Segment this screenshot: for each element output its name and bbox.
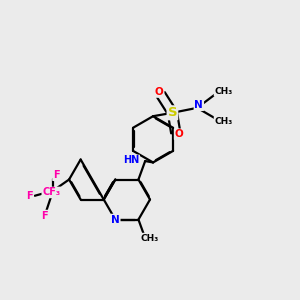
Text: CF₃: CF₃ [42, 188, 60, 197]
Text: CH₃: CH₃ [141, 233, 159, 242]
Text: CH₃: CH₃ [214, 117, 233, 126]
Text: F: F [41, 211, 48, 220]
Text: N: N [111, 214, 120, 225]
Text: O: O [175, 129, 183, 139]
Text: CH₃: CH₃ [214, 87, 233, 96]
Text: HN: HN [123, 155, 139, 165]
Text: O: O [155, 87, 164, 97]
Text: F: F [27, 191, 33, 201]
Text: N: N [194, 100, 203, 110]
Text: S: S [168, 106, 177, 119]
Text: F: F [53, 170, 60, 180]
